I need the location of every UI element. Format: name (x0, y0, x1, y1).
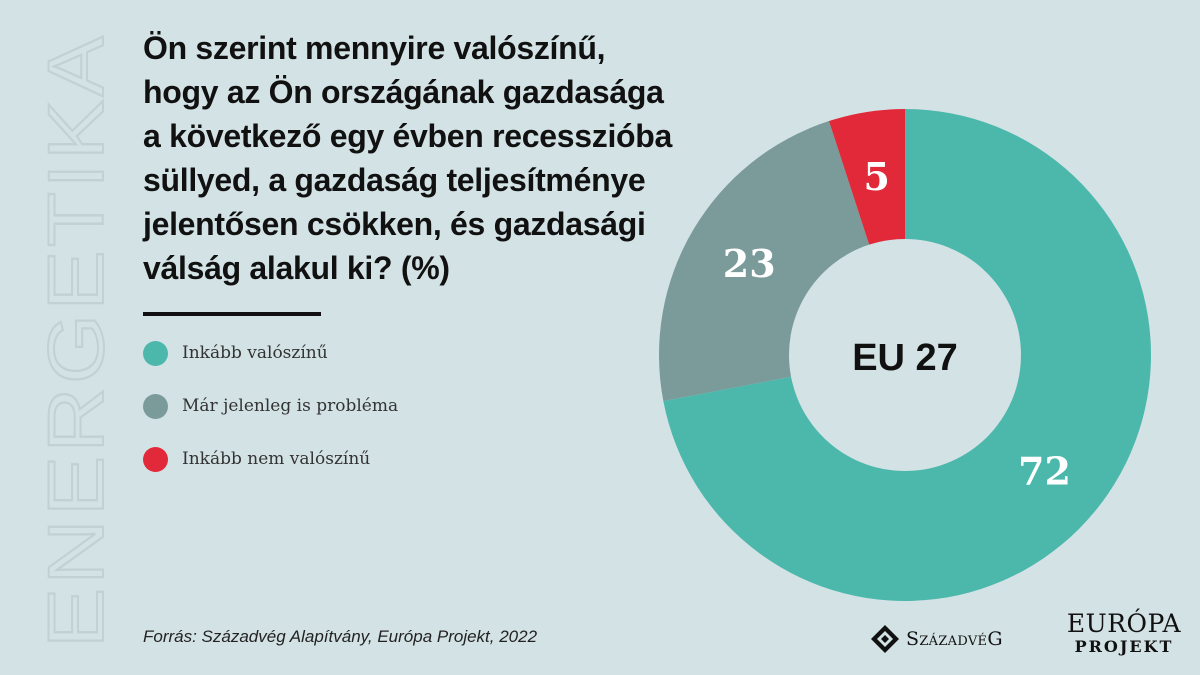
title-line: jelentősen csökken, és gazdasági (143, 206, 646, 242)
legend-item-inkabb-nem: Inkább nem valószínű (143, 446, 398, 472)
title-divider (143, 312, 321, 316)
donut-slices (659, 109, 1151, 601)
donut-value-labels: 72 23 5 (723, 154, 1071, 493)
donut-slice (663, 109, 1151, 601)
legend-label: Inkább valószínű (182, 343, 328, 363)
legend: Inkább valószínű Már jelenleg is problém… (143, 340, 398, 499)
legend-swatch-red (143, 446, 168, 472)
donut-value-label: 72 (1018, 448, 1071, 493)
legend-item-mar-jelenleg: Már jelenleg is probléma (143, 393, 398, 419)
title-line: Ön szerint mennyire valószínű, (143, 30, 606, 66)
side-watermark-energetika: ENERGETIKA (30, 32, 118, 649)
source-note: Forrás: Századvég Alapítvány, Európa Pro… (143, 627, 538, 646)
donut-slice (828, 109, 905, 245)
szazadveg-logo-text: SzázadvéG (906, 628, 1003, 650)
europa-logo-top: EURÓPA (1066, 609, 1182, 638)
legend-item-inkabb-valoszinu: Inkább valószínű (143, 340, 398, 366)
europa-projekt-logo: EURÓPA PROJEKT (1062, 611, 1186, 655)
donut-center-label: EU 27 (852, 337, 958, 379)
donut-value-label: 23 (723, 241, 776, 286)
legend-swatch-grey (143, 393, 168, 419)
chart-title: Ön szerint mennyire valószínű, hogy az Ö… (143, 26, 703, 290)
legend-label: Már jelenleg is probléma (182, 396, 399, 416)
legend-label: Inkább nem valószínű (182, 449, 371, 469)
title-line: hogy az Ön országának gazdasága (143, 74, 664, 110)
donut-chart: 72 23 5 EU 27 (659, 109, 1151, 601)
title-line: válság alakul ki? (%) (143, 250, 450, 286)
legend-swatch-teal (143, 340, 168, 366)
donut-slice (659, 121, 870, 402)
donut-value-label: 5 (863, 154, 889, 199)
title-line: a következő egy évben recesszióba (143, 118, 673, 154)
title-line: süllyed, a gazdaság teljesítménye (143, 162, 646, 198)
szazadveg-diamond-icon (871, 625, 899, 653)
szazadveg-logo: SzázadvéG (870, 622, 1003, 656)
side-watermark-text: ENERGETIKA (31, 33, 118, 648)
europa-logo-bottom: PROJEKT (1074, 637, 1174, 656)
